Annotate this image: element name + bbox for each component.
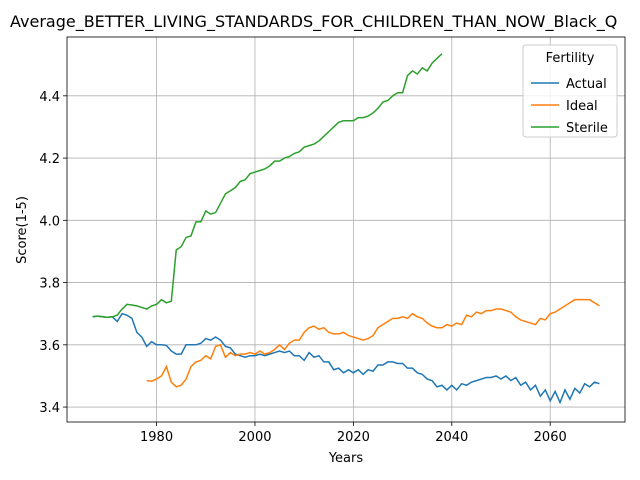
y-tick-label: 3.4 <box>39 401 60 416</box>
x-axis-label: Years <box>328 451 364 466</box>
chart-title: Average_BETTER_LIVING_STANDARDS_FOR_CHIL… <box>10 12 617 32</box>
x-tick-label: 2020 <box>337 430 370 445</box>
y-axis-label: Score(1-5) <box>15 196 30 264</box>
legend-label: Sterile <box>566 121 608 136</box>
x-tick-label: 2060 <box>534 430 567 445</box>
y-tick-label: 3.6 <box>39 339 60 354</box>
line-series <box>92 53 443 319</box>
y-tick-label: 4.2 <box>39 152 60 167</box>
legend-box <box>522 44 618 138</box>
x-tick-label: 2000 <box>238 430 271 445</box>
x-tick-label: 1980 <box>140 430 173 445</box>
line-series <box>92 312 600 405</box>
y-tick-label: 4.4 <box>39 90 60 105</box>
legend-label: Actual <box>566 77 607 92</box>
y-tick-label: 3.8 <box>39 277 60 292</box>
y-tick-label: 4.0 <box>39 214 60 229</box>
line-series <box>146 298 600 388</box>
legend-label: Ideal <box>566 99 598 114</box>
x-tick-label: 2040 <box>435 430 468 445</box>
legend-title: Fertility <box>546 51 595 66</box>
axes-frame <box>66 36 626 423</box>
